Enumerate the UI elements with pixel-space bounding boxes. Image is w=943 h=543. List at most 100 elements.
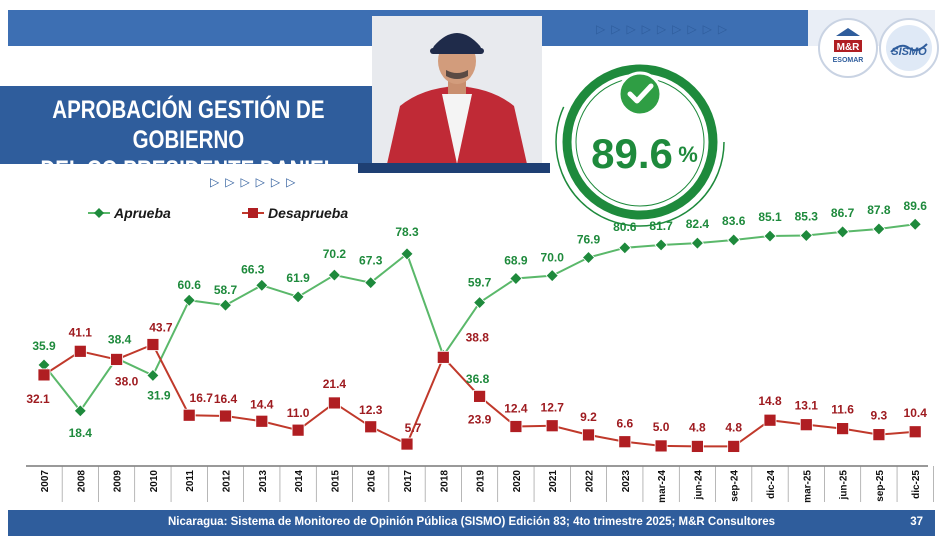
aprueba-data-label: 68.9 — [504, 253, 528, 267]
svg-text:M&R: M&R — [837, 42, 861, 53]
aprueba-data-label: 82.4 — [686, 217, 710, 231]
aprueba-point — [327, 268, 341, 282]
desaprueba-point — [400, 437, 414, 451]
desaprueba-data-label: 16.4 — [214, 392, 238, 406]
desaprueba-point — [654, 439, 668, 453]
aprueba-data-label: 81.7 — [649, 219, 673, 233]
x-tick-label: 2008 — [76, 470, 87, 493]
x-tick-label: 2017 — [403, 470, 414, 493]
desaprueba-data-label: 41.1 — [69, 325, 93, 339]
legend-approve-marker — [88, 208, 110, 218]
aprueba-point — [618, 241, 632, 255]
aprueba-data-label: 18.4 — [69, 426, 93, 440]
aprueba-data-label: 70.2 — [323, 247, 347, 261]
decorative-arrows-top: ▷▷▷▷▷▷▷▷▷ — [596, 22, 734, 36]
aprueba-point — [146, 368, 160, 382]
aprueba-point — [654, 238, 668, 252]
desaprueba-data-label: 4.8 — [689, 420, 706, 434]
aprueba-data-label: 60.6 — [178, 278, 202, 292]
aprueba-point — [255, 278, 269, 292]
legend-disapprove-label: Desaprueba — [268, 205, 349, 221]
sismo-logo: SISMO — [879, 18, 939, 78]
desaprueba-point — [364, 420, 378, 434]
x-tick-label: dic-25 — [911, 470, 922, 499]
desaprueba-point — [509, 420, 523, 433]
svg-text:SISMO: SISMO — [891, 46, 927, 58]
desaprueba-point — [73, 344, 87, 358]
desaprueba-point — [691, 440, 704, 453]
aprueba-point — [473, 296, 487, 310]
desaprueba-data-label: 14.8 — [758, 394, 782, 408]
x-tick-label: 2014 — [294, 470, 305, 493]
x-tick-label: jun-25 — [839, 470, 850, 501]
person-portrait-icon — [372, 16, 542, 164]
x-tick-label: mar-25 — [802, 470, 813, 503]
title-line-1: APROBACIÓN GESTIÓN DE GOBIERNO — [52, 96, 325, 154]
x-tick-label: 2012 — [222, 470, 233, 493]
aprueba-data-label: 80.6 — [613, 220, 637, 234]
desaprueba-data-label: 23.9 — [468, 412, 492, 426]
aprueba-data-label: 67.3 — [359, 254, 383, 268]
x-tick-label: 2015 — [330, 470, 341, 493]
aprueba-data-label: 66.3 — [241, 262, 265, 276]
legend-disapprove-marker — [242, 208, 264, 218]
aprueba-point — [291, 290, 305, 304]
title-box — [0, 86, 372, 164]
aprueba-data-label: 31.9 — [147, 388, 171, 402]
aprueba-point — [364, 276, 378, 290]
desaprueba-data-label: 10.4 — [904, 406, 928, 420]
aprueba-data-label: 83.6 — [722, 214, 746, 228]
footer: Nicaragua: Sistema de Monitoreo de Opini… — [8, 510, 935, 536]
aprueba-point — [509, 271, 523, 286]
desaprueba-data-label: 9.2 — [580, 410, 597, 424]
desaprueba-data-label: 11.0 — [287, 406, 310, 420]
desaprueba-data-label: 4.8 — [725, 420, 742, 434]
x-tick-label: 2013 — [258, 470, 269, 493]
legend-approve-label: Aprueba — [114, 205, 171, 221]
check-circle-icon — [617, 71, 663, 117]
aprueba-point — [73, 404, 87, 418]
footer-source: Nicaragua: Sistema de Monitoreo de Opini… — [167, 516, 776, 528]
desaprueba-data-label: 12.4 — [504, 402, 528, 416]
aprueba-data-label: 59.7 — [468, 276, 492, 290]
x-tick-label: 2023 — [621, 470, 632, 493]
check-icon — [627, 83, 654, 104]
desaprueba-point — [291, 423, 305, 437]
desaprueba-point — [872, 428, 886, 442]
x-tick-label: 2022 — [585, 470, 596, 493]
aprueba-point — [182, 293, 196, 307]
desaprueba-point — [582, 428, 595, 442]
x-tick-label: 2009 — [113, 470, 124, 493]
aprueba-point — [581, 250, 596, 265]
desaprueba-point — [436, 350, 450, 364]
desaprueba-data-label: 43.7 — [149, 321, 173, 335]
desaprueba-data-label: 5.0 — [653, 420, 670, 434]
desaprueba-point — [255, 414, 269, 428]
desaprueba-data-label: 9.3 — [871, 409, 888, 423]
x-tick-label: mar-24 — [657, 470, 668, 503]
desaprueba-data-label: 6.6 — [616, 417, 633, 431]
aprueba-data-label: 35.9 — [32, 339, 56, 353]
desaprueba-data-label: 21.4 — [323, 377, 347, 391]
mr-consultores-logo: M&R ESOMAR — [818, 18, 878, 78]
aprueba-data-label: 78.3 — [395, 225, 419, 239]
desaprueba-point — [110, 353, 123, 366]
title-underline — [358, 163, 550, 173]
x-tick-label: sep-25 — [875, 470, 886, 502]
aprueba-point — [836, 225, 850, 239]
aprueba-point — [908, 217, 922, 231]
desaprueba-point — [763, 413, 777, 427]
desaprueba-point — [799, 418, 813, 432]
big-value: 89.6 — [591, 130, 673, 177]
page-number: 37 — [910, 516, 923, 528]
legend-approve: Aprueba — [88, 205, 171, 221]
desaprueba-data-label: 13.1 — [795, 399, 819, 413]
aprueba-point — [763, 229, 777, 243]
aprueba-point — [218, 298, 233, 312]
aprueba-point — [690, 236, 704, 250]
president-photo — [372, 16, 542, 164]
aprueba-data-label: 86.7 — [831, 206, 855, 220]
aprueba-data-label: 61.9 — [286, 271, 310, 285]
page-title: APROBACIÓN GESTIÓN DE GOBIERNO DEL CO PR… — [8, 95, 369, 215]
